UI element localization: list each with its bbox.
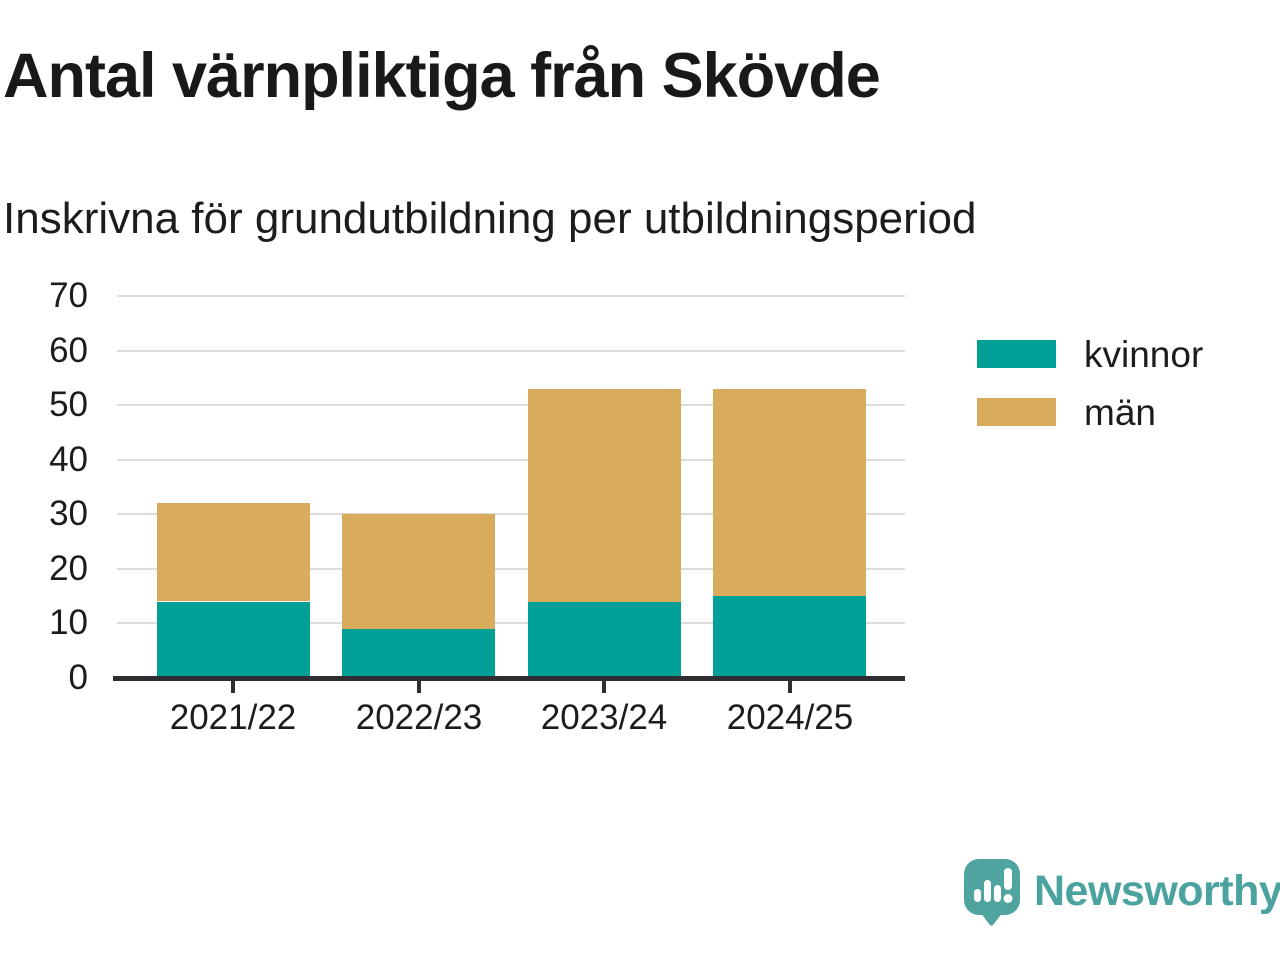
y-axis-label-30: 30 xyxy=(49,494,88,533)
y-axis-label-20: 20 xyxy=(49,549,88,588)
gridline-60 xyxy=(117,350,905,352)
logo-text: Newsworthy xyxy=(1034,867,1280,915)
legend-swatch-kvinnor xyxy=(977,340,1056,368)
gridline-20 xyxy=(117,568,905,570)
newsworthy-logo: Newsworthy xyxy=(963,858,1280,931)
y-axis-label-50: 50 xyxy=(49,385,88,424)
kvinnor-bar-segment-2024-25 xyxy=(713,596,866,678)
gridline-10 xyxy=(117,622,905,624)
x-axis-baseline xyxy=(113,676,905,681)
legend-swatch-män xyxy=(977,398,1056,426)
gridline-50 xyxy=(117,404,905,406)
y-axis-label-0: 0 xyxy=(68,658,88,697)
page-title: Antal värnpliktiga från Skövde xyxy=(3,41,881,111)
gridline-40 xyxy=(117,459,905,461)
x-axis-label-2022-23: 2022/23 xyxy=(355,698,483,737)
x-axis-label-2023-24: 2023/24 xyxy=(540,698,668,737)
y-axis-label-70: 70 xyxy=(49,276,88,315)
y-axis-label-40: 40 xyxy=(49,440,88,479)
bar-chart-speech-bubble-icon xyxy=(963,858,1023,931)
män-bar-segment-2024-25 xyxy=(713,389,866,596)
y-axis-label-10: 10 xyxy=(49,603,88,642)
legend-item-kvinnor: kvinnor xyxy=(977,336,1203,373)
x-axis-label-2024-25: 2024/25 xyxy=(726,698,854,737)
män-bar-segment-2023-24 xyxy=(528,389,681,602)
kvinnor-bar-segment-2021-22 xyxy=(157,602,310,678)
y-axis-label-60: 60 xyxy=(49,331,88,370)
x-axis-tick-2024-25 xyxy=(788,680,792,693)
kvinnor-bar-segment-2022-23 xyxy=(342,629,495,678)
x-axis-tick-2023-24 xyxy=(602,680,606,693)
gridline-30 xyxy=(117,513,905,515)
chart-legend: kvinnor män xyxy=(977,336,1203,431)
kvinnor-bar-segment-2023-24 xyxy=(528,602,681,678)
män-bar-segment-2022-23 xyxy=(342,514,495,629)
gridline-70 xyxy=(117,295,905,297)
x-axis-tick-2022-23 xyxy=(417,680,421,693)
x-axis-label-2021-22: 2021/22 xyxy=(169,698,297,737)
x-axis-tick-2021-22 xyxy=(231,680,235,693)
män-bar-segment-2021-22 xyxy=(157,503,310,601)
legend-label-kvinnor: kvinnor xyxy=(1084,333,1204,375)
legend-label-män: män xyxy=(1084,391,1156,433)
page-subtitle: Inskrivna för grundutbildning per utbild… xyxy=(3,194,977,243)
legend-item-män: män xyxy=(977,394,1203,431)
